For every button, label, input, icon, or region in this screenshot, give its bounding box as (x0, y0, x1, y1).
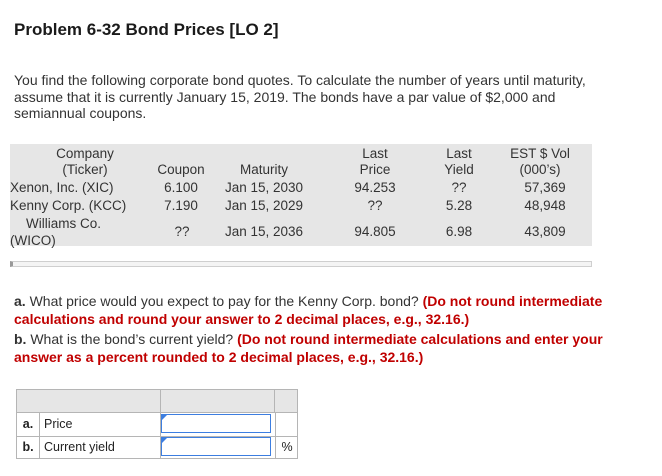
horizontal-scrollbar[interactable] (10, 261, 592, 267)
row1-price: 94.253 (354, 180, 396, 195)
row2-vol: 48,948 (524, 198, 566, 213)
row1-yield: ?? (451, 180, 467, 195)
row2-price: ?? (367, 198, 383, 213)
problem-title: Problem 6-32 Bond Prices [LO 2] (14, 20, 279, 39)
row3-company: Williams Co. (26, 216, 102, 231)
row2-yield: 5.28 (445, 198, 473, 213)
question-b-note: (Do not round intermediate calculations … (14, 331, 603, 365)
percent-unit: % (275, 436, 298, 459)
header-ticker: (Ticker) (62, 162, 108, 177)
row1-vol: 57,369 (524, 180, 566, 195)
answer-table: a. Price b. Current yield % (16, 389, 298, 459)
question-b: b. What is the bond’s current yield? (Do… (14, 330, 654, 366)
header-price: Price (359, 162, 391, 177)
header-maturity: Maturity (239, 162, 288, 177)
question-b-text: What is the bond’s current yield? (30, 331, 234, 347)
answer-row-current-yield: b. Current yield % (17, 436, 297, 459)
header-yield: Yield (444, 162, 474, 177)
answer-table-header (17, 390, 297, 413)
bond-quote-table: Company (Ticker) Coupon Maturity Last Pr… (10, 144, 592, 248)
question-a-text: What price would you expect to pay for t… (29, 293, 419, 309)
answer-b-label: Current yield (44, 440, 115, 454)
row3-maturity: Jan 15, 2036 (224, 224, 304, 239)
row3-yield: 6.98 (445, 224, 473, 239)
row3-coupon: ?? (174, 224, 190, 239)
row3-ticker: (WICO) (10, 233, 56, 248)
problem-intro: You find the following corporate bond qu… (14, 72, 586, 121)
question-a: a. What price would you expect to pay fo… (14, 292, 654, 328)
answer-b-letter: b. (17, 436, 40, 459)
header-est-vol: EST $ Vol (510, 146, 570, 161)
answer-divider (160, 390, 161, 458)
current-yield-input[interactable] (161, 437, 271, 456)
row1-coupon: 6.100 (164, 180, 198, 195)
question-a-label: a. (14, 293, 26, 309)
row2-maturity: Jan 15, 2029 (224, 198, 304, 213)
answer-divider-unit (274, 390, 275, 412)
row1-company: Xenon, Inc. (XIC) (10, 180, 114, 195)
header-coupon: Coupon (157, 162, 205, 177)
row2-company: Kenny Corp. (KCC) (10, 198, 127, 213)
row1-maturity: Jan 15, 2030 (224, 180, 304, 195)
header-last: Last (362, 146, 388, 161)
answer-row-price: a. Price (17, 413, 297, 437)
question-b-label: b. (14, 331, 27, 347)
answer-a-letter: a. (17, 413, 40, 436)
question-a-note: (Do not round intermediate calculations … (14, 293, 603, 327)
header-thousands: (000’s) (519, 162, 561, 177)
answer-a-label: Price (44, 417, 73, 431)
row3-vol: 43,809 (524, 224, 566, 239)
header-last-yield: Last (446, 146, 472, 161)
price-unit (275, 413, 298, 436)
header-company: Company (56, 146, 114, 161)
row3-price: 94.805 (354, 224, 396, 239)
price-input[interactable] (161, 414, 271, 433)
row2-coupon: 7.190 (164, 198, 198, 213)
